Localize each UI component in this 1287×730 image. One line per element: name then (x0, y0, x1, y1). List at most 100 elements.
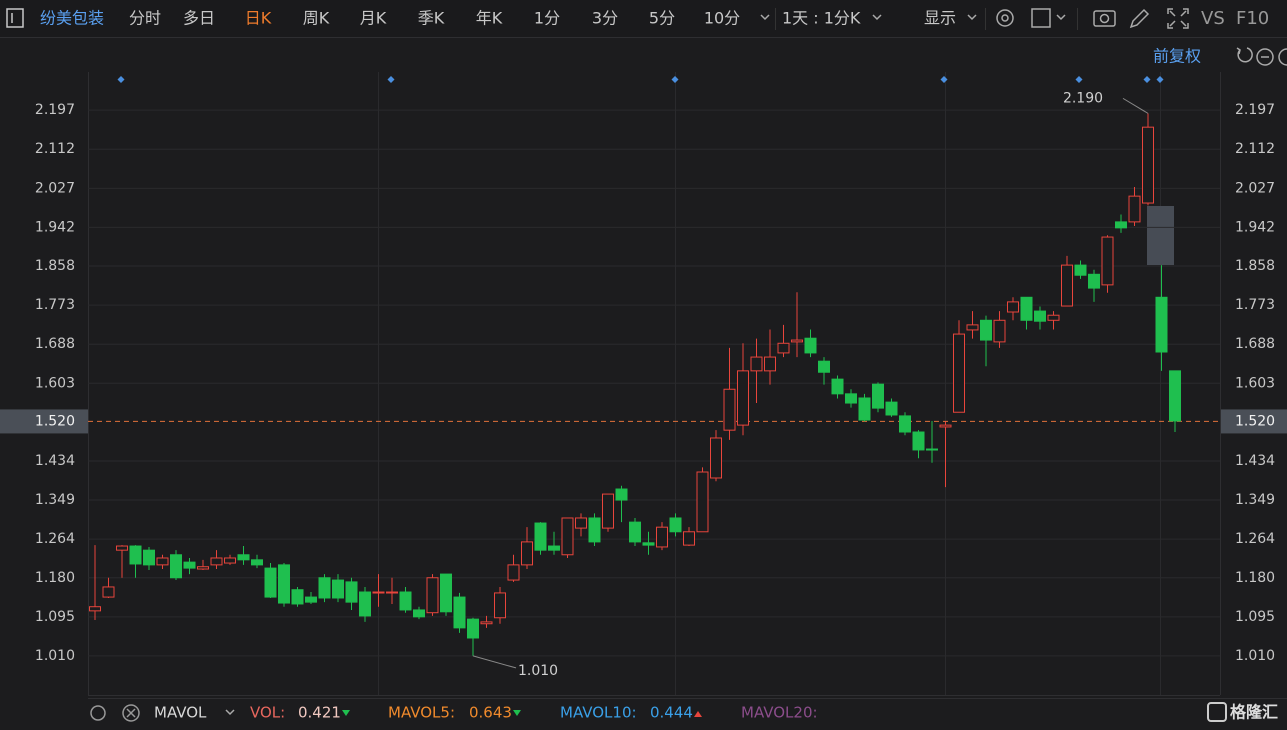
y-tick-label-right: 1.095 (1235, 609, 1275, 625)
y-tick-label: 1.858 (35, 258, 75, 274)
candle-body (548, 545, 560, 551)
candle-body (710, 437, 722, 479)
y-tick-label-right: 1.264 (1235, 531, 1275, 547)
period-tab[interactable]: 10分 (704, 9, 740, 28)
indicator-legend: VOL: 0.421 MAVOL5: 0.643 MAVOL10: 0.444 MAVOL2… (250, 704, 818, 722)
period-tab[interactable]: 月K (360, 9, 387, 28)
zoom-out-icon[interactable] (1256, 48, 1274, 66)
candle-body (683, 531, 695, 546)
candle-body (872, 383, 884, 409)
trend-arrow (342, 710, 350, 716)
layout-chevron (1056, 14, 1066, 21)
candle-body (129, 545, 142, 565)
indicator-label: MAVOL5: (388, 704, 455, 722)
candle-body (1074, 264, 1087, 276)
stock-name[interactable]: 纷美包装 (40, 9, 104, 28)
candle-body (845, 393, 857, 404)
more-chevron[interactable] (760, 14, 770, 21)
display-menu[interactable]: 显示 (924, 9, 956, 28)
candle-body (399, 591, 412, 611)
period-tab[interactable]: 3分 (592, 9, 618, 28)
y-tick-label-right: 2.197 (1235, 102, 1275, 118)
period-tab[interactable]: 5分 (649, 9, 675, 28)
indicator-label: MAVOL10: (560, 704, 637, 722)
period-tab[interactable]: 周K (303, 9, 330, 28)
candle-body (210, 557, 223, 566)
fullscreen-icon[interactable] (1167, 8, 1189, 29)
candle-body (359, 591, 371, 617)
candle-body (386, 591, 398, 594)
display-chevron (967, 14, 977, 21)
candle-body (413, 609, 425, 618)
y-tick-label: 1.434 (35, 453, 75, 469)
indicator-settings[interactable] (90, 705, 106, 721)
period-tabs: 分时 多日 日K 周K 月K 季K 年K 1分 3分 5分 10分 (129, 9, 740, 28)
screenshot-icon[interactable] (1093, 10, 1116, 27)
event-marker[interactable] (1156, 76, 1164, 83)
interval-select[interactable]: 1天 : 1分K (782, 9, 861, 28)
candle-body (939, 424, 952, 428)
candle-body (480, 621, 493, 625)
reset-icon[interactable] (1236, 47, 1253, 63)
candle-body (966, 324, 979, 331)
layout-icon[interactable] (1031, 8, 1051, 28)
indicator-value: 0.421 (298, 704, 341, 722)
settings-icon-core (1001, 14, 1009, 22)
draw-icon[interactable] (1129, 8, 1150, 29)
event-marker[interactable] (387, 76, 395, 83)
event-marker[interactable] (1143, 76, 1151, 83)
period-tab[interactable]: 分时 (129, 9, 161, 28)
y-tick-label: 1.010 (35, 648, 75, 664)
y-tick-label-right: 1.349 (1235, 492, 1275, 508)
candle-body (183, 561, 196, 569)
y-tick-label-right: 1.858 (1235, 258, 1275, 274)
candle-body (615, 488, 628, 501)
vs-button[interactable]: VS (1201, 8, 1225, 29)
event-markers (117, 76, 1164, 83)
candle-body (804, 337, 817, 354)
indicator-value: 0.444 (650, 704, 693, 722)
y-tick-label: 1.520 (35, 413, 75, 429)
candle-body (453, 596, 466, 629)
candle-body (264, 567, 277, 598)
candle-body (764, 356, 776, 372)
sidebar-toggle[interactable] (6, 8, 24, 28)
y-tick-label: 1.180 (35, 570, 75, 586)
settings-icon[interactable] (996, 9, 1014, 27)
period-tab[interactable]: 多日 (183, 9, 215, 28)
event-marker[interactable] (940, 76, 948, 83)
candle-body (602, 493, 614, 529)
event-marker[interactable] (117, 76, 125, 83)
plot-area: 2.190 1.010 (88, 72, 1221, 696)
period-tab[interactable]: 日K (245, 9, 272, 28)
indicator-name[interactable]: MAVOL (154, 704, 207, 722)
event-marker[interactable] (1075, 76, 1083, 83)
event-marker[interactable] (671, 76, 679, 83)
candle-body (237, 554, 250, 561)
candle-body (750, 356, 763, 372)
candle-body (332, 579, 344, 599)
f10-button[interactable]: F10 (1236, 8, 1269, 29)
y-tick-label-right: 2.112 (1235, 141, 1275, 157)
annotation-leader (472, 655, 517, 669)
candle-body (993, 319, 1006, 343)
period-tab[interactable]: 1分 (534, 9, 560, 28)
candle-body (143, 549, 155, 566)
zoom-in-icon[interactable] (1278, 48, 1287, 66)
indicator-label: MAVOL20: (741, 704, 818, 722)
toolbar (0, 0, 1287, 37)
y-tick-label-right: 2.027 (1235, 180, 1275, 196)
candle-body (507, 564, 520, 581)
adjust-mode[interactable]: 前复权 (1153, 47, 1201, 66)
y-tick-label-right: 1.942 (1235, 219, 1275, 235)
candle-body (116, 545, 128, 551)
period-tab[interactable]: 年K (476, 9, 503, 28)
candle-body (426, 577, 439, 614)
candle-body (102, 586, 115, 598)
current-price-box (1221, 409, 1287, 434)
candle-body (1020, 296, 1033, 321)
period-tab[interactable]: 季K (418, 9, 445, 28)
indicator-close[interactable] (122, 704, 140, 722)
candle-body (1034, 310, 1046, 322)
